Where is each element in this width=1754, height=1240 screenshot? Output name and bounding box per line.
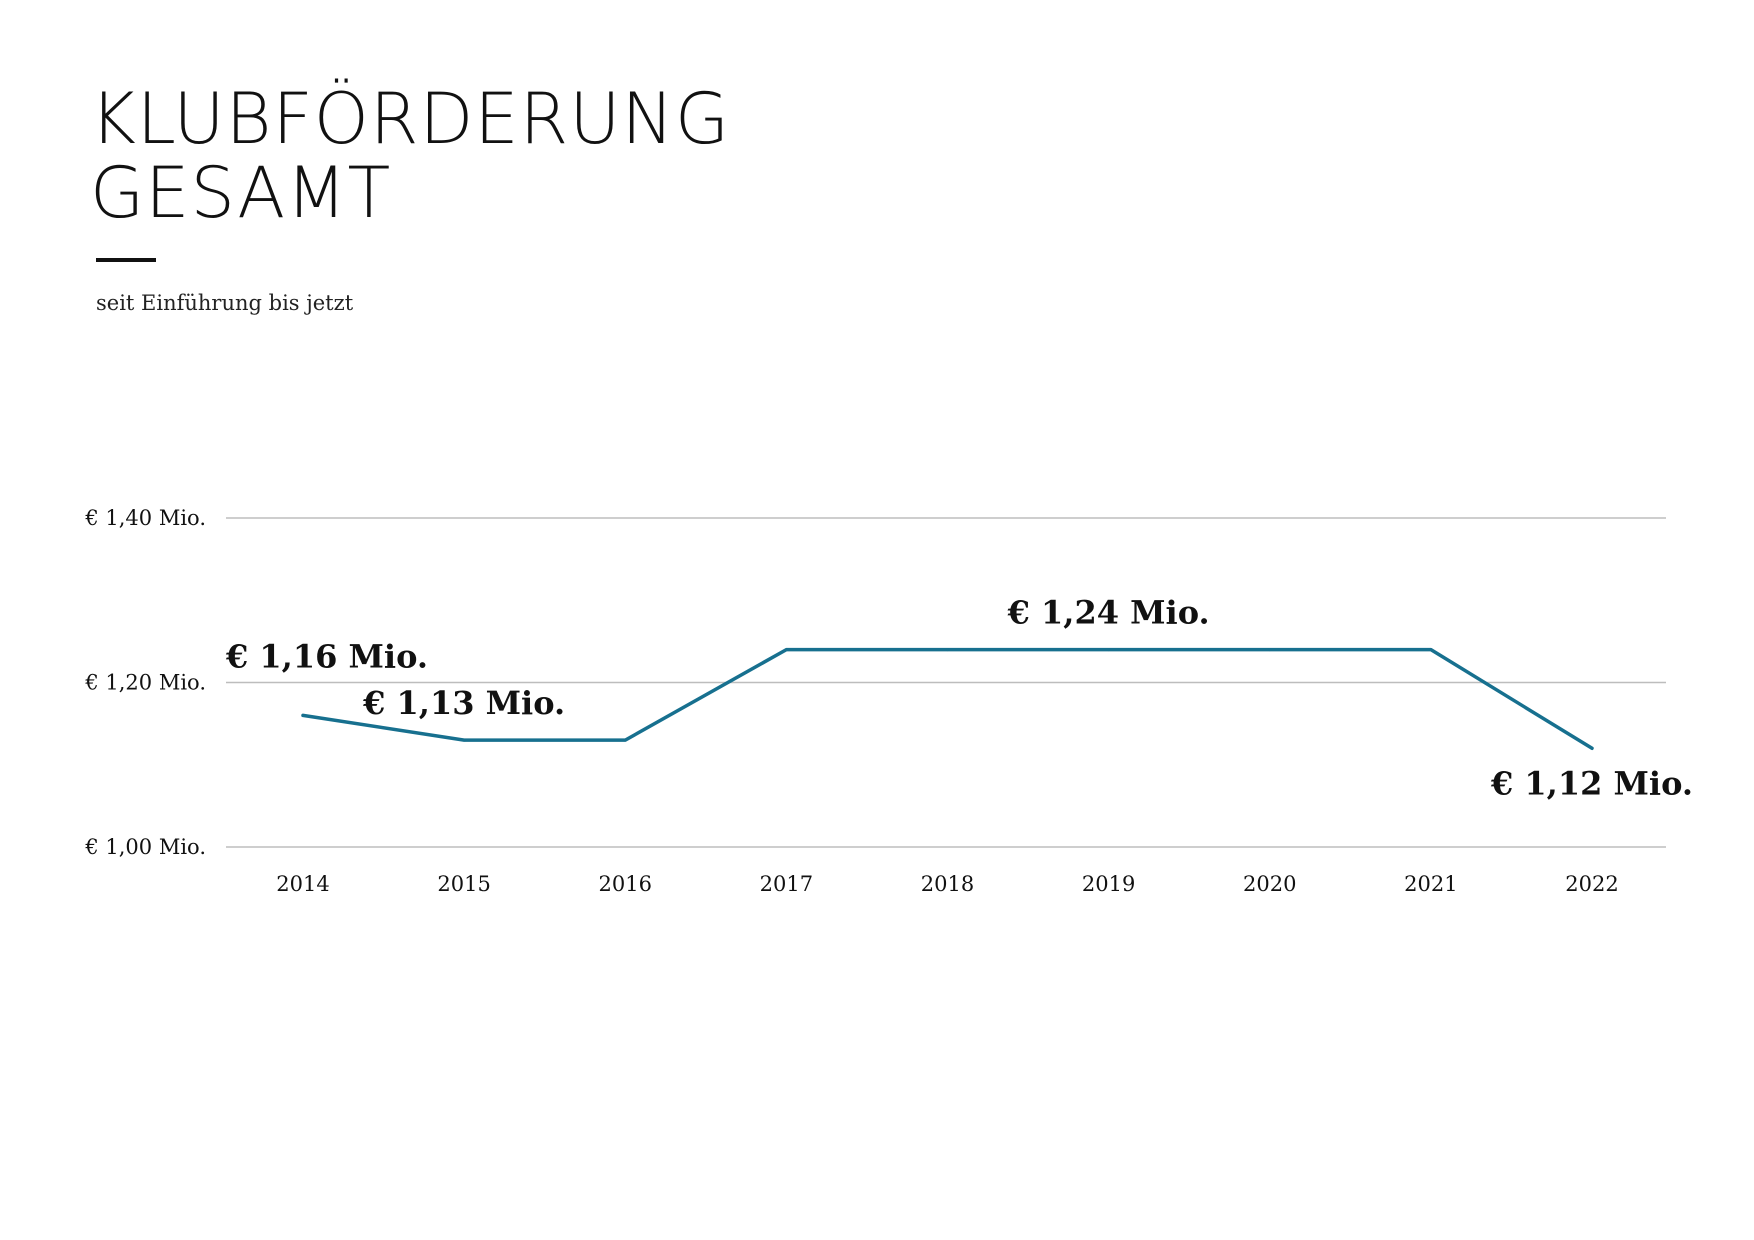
- data-point: [1268, 648, 1272, 652]
- data-point: [784, 648, 788, 652]
- data-labels: € 1,16 Mio. € 1,13 Mio. € 1,24 Mio. € 1,12 …: [225, 594, 1693, 803]
- chart-title-line-2: GESAMT: [90, 152, 392, 234]
- x-tick-label: 2022: [1565, 872, 1618, 896]
- grid-lines: [226, 517, 1666, 848]
- data-point: [1590, 746, 1594, 750]
- data-point: [301, 713, 305, 717]
- data-point: [462, 738, 466, 742]
- x-tick-label: 2016: [599, 872, 652, 896]
- y-axis-tick-labels: € 1,00 Mio. € 1,20 Mio. € 1,40 Mio.: [84, 506, 206, 859]
- x-tick-label: 2020: [1243, 872, 1296, 896]
- chart-title: KLUBFÖRDERUNG GESAMT: [90, 82, 730, 230]
- data-label: € 1,12 Mio.: [1490, 764, 1693, 802]
- data-label: € 1,13 Mio.: [362, 684, 565, 722]
- title-divider: [96, 258, 156, 262]
- y-tick-label: € 1,40 Mio.: [84, 506, 206, 530]
- data-label: € 1,24 Mio.: [1007, 594, 1210, 632]
- chart-subtitle: seit Einführung bis jetzt: [96, 291, 354, 315]
- series-layer: [301, 647, 1594, 751]
- x-tick-label: 2014: [276, 872, 329, 896]
- data-point: [1429, 648, 1433, 652]
- data-point: [623, 738, 627, 742]
- x-tick-label: 2019: [1082, 872, 1135, 896]
- data-point: [946, 648, 949, 652]
- data-point: [1107, 648, 1111, 652]
- chart-title-line-1: KLUBFÖRDERUNG: [90, 78, 731, 160]
- x-tick-label: 2018: [921, 872, 974, 896]
- x-tick-label: 2015: [437, 872, 490, 896]
- x-axis-tick-labels: 2014 2015 2016 2017 2018 2019 2020 2021 2022: [276, 872, 1618, 896]
- y-tick-label: € 1,20 Mio.: [84, 671, 206, 695]
- data-label: € 1,16 Mio.: [225, 637, 428, 675]
- y-tick-label: € 1,00 Mio.: [84, 835, 206, 859]
- x-tick-label: 2017: [760, 872, 813, 896]
- x-tick-label: 2021: [1404, 872, 1457, 896]
